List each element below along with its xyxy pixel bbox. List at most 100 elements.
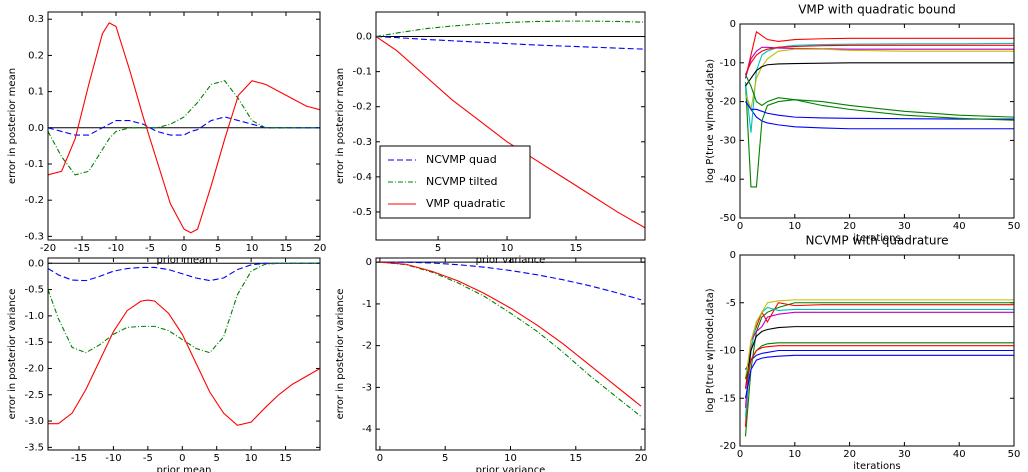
subplot: prior variance error in posterior varianc… <box>335 257 647 472</box>
legend-label: NCVMP quad <box>426 153 497 166</box>
x-tick-label: 10 <box>246 243 259 254</box>
series-line <box>379 261 642 301</box>
y-tick-label: 0.0 <box>28 123 44 134</box>
series-line <box>744 93 1014 130</box>
axes-frame <box>739 23 1015 219</box>
series-line <box>744 354 1014 399</box>
y-tick-label: -20 <box>720 441 736 452</box>
series-line <box>48 299 320 426</box>
x-tick-label: 20 <box>843 221 856 232</box>
x-tick-label: 0 <box>737 449 743 460</box>
series-line <box>745 62 1014 87</box>
x-tick-label: 40 <box>953 449 966 460</box>
y-tick-label: -5 <box>726 298 736 309</box>
subplot-title: NCVMP with quadrature <box>805 234 948 248</box>
legend-label: NCVMP tilted <box>426 175 498 188</box>
series-line <box>744 302 1014 427</box>
y-tick-label: -0.2 <box>352 102 372 113</box>
series-line <box>744 74 1014 121</box>
x-tick-label: -5 <box>145 243 155 254</box>
series-line <box>744 345 1014 389</box>
x-axis-label: prior mean <box>156 465 211 472</box>
y-tick-label: -4 <box>362 424 372 435</box>
x-tick-label: 30 <box>898 221 911 232</box>
y-tick-label: 0.2 <box>28 50 44 61</box>
legend-label: VMP quadratic <box>426 197 506 210</box>
y-tick-label: -2.5 <box>24 390 44 401</box>
x-tick-label: 15 <box>569 453 582 464</box>
y-tick-label: -20 <box>720 97 736 108</box>
y-axis-label: log P(true w|model,data) <box>705 288 716 412</box>
axes-frame <box>375 257 646 451</box>
y-tick-label: -40 <box>720 174 736 185</box>
subplot: prior mean error in posterior variance -15… <box>7 257 321 472</box>
series-line <box>379 261 642 407</box>
x-tick-label: -10 <box>108 243 124 254</box>
y-tick-label: -1 <box>362 299 372 310</box>
series-line <box>48 22 320 234</box>
subplot: VMP with quadratic bound iterations log P(… <box>705 3 1020 245</box>
x-tick-label: 10 <box>788 221 801 232</box>
x-tick-label: 5 <box>435 243 441 254</box>
y-tick-label: 0.0 <box>28 258 44 269</box>
y-tick-label: -30 <box>720 135 736 146</box>
x-tick-label: 50 <box>1008 449 1021 460</box>
series-line <box>48 262 320 282</box>
series-line <box>744 46 1014 79</box>
axes-frame <box>47 11 321 241</box>
series-line <box>48 116 320 136</box>
y-tick-label: 0 <box>730 19 736 30</box>
series-line <box>376 36 645 229</box>
x-tick-label: 20 <box>635 453 648 464</box>
y-tick-label: -3.5 <box>24 442 44 453</box>
series-line <box>744 82 1014 188</box>
x-tick-label: 0 <box>181 243 187 254</box>
series-line <box>376 20 645 38</box>
x-tick-label: -15 <box>71 453 87 464</box>
y-tick-label: -1.5 <box>24 337 44 348</box>
y-tick-label: -2.0 <box>24 363 44 374</box>
y-tick-label: -0.3 <box>24 231 44 242</box>
y-axis-label: log P(true w|model,data) <box>705 59 716 183</box>
y-tick-label: -0.2 <box>24 195 44 206</box>
x-tick-label: 0 <box>179 453 185 464</box>
x-tick-label: 20 <box>314 243 327 254</box>
x-tick-label: 5 <box>442 453 448 464</box>
series-line <box>745 101 1014 120</box>
x-tick-label: -10 <box>105 453 121 464</box>
y-axis-label: error in posterior mean <box>335 68 346 184</box>
series-line <box>744 306 1014 418</box>
x-tick-label: 10 <box>245 453 258 464</box>
y-tick-label: -0.5 <box>352 207 372 218</box>
y-tick-label: -1.0 <box>24 311 44 322</box>
series-line <box>744 299 1014 380</box>
y-tick-label: 0 <box>730 250 736 261</box>
y-tick-label: 0.1 <box>28 87 44 98</box>
y-tick-label: -3 <box>362 382 372 393</box>
x-tick-label: -5 <box>143 453 153 464</box>
series-line <box>379 261 642 418</box>
x-tick-label: -20 <box>40 243 56 254</box>
y-tick-label: -2 <box>362 341 372 352</box>
x-tick-label: 10 <box>501 243 514 254</box>
axes-frame <box>47 257 321 451</box>
series-line <box>745 349 1014 370</box>
y-tick-label: -0.1 <box>24 159 44 170</box>
x-tick-label: 15 <box>280 243 293 254</box>
series-line <box>744 44 1014 75</box>
series-line <box>48 262 320 354</box>
y-tick-label: -10 <box>720 58 736 69</box>
x-tick-label: 10 <box>788 449 801 460</box>
x-tick-label: 0 <box>737 221 743 232</box>
y-tick-label: -50 <box>720 213 736 224</box>
y-tick-label: -10 <box>720 346 736 357</box>
x-tick-label: 10 <box>504 453 517 464</box>
series-line <box>744 30 1014 79</box>
y-tick-label: -0.1 <box>352 67 372 78</box>
y-tick-label: -15 <box>720 393 736 404</box>
y-axis-label: error in posterior variance <box>335 289 346 420</box>
series-line <box>376 36 645 50</box>
